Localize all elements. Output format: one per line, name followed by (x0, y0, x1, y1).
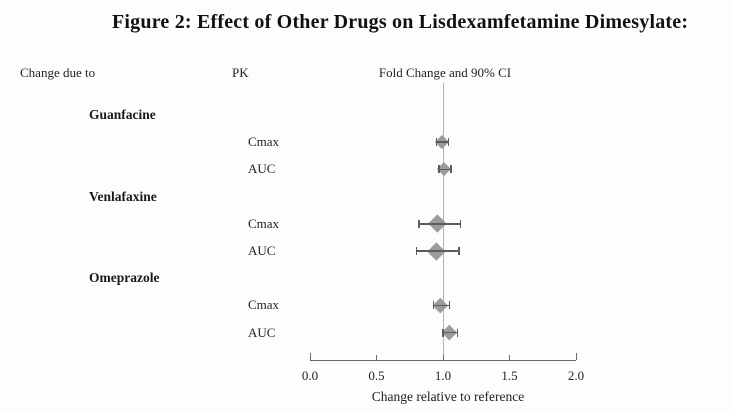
ci-line (416, 250, 459, 252)
x-axis-tick (309, 352, 311, 360)
drug-label: Guanfacine (89, 107, 156, 122)
ci-cap-left (415, 247, 418, 255)
x-axis-tick (575, 352, 577, 360)
pk-label: AUC (248, 324, 276, 340)
ci-cap-left (432, 301, 435, 310)
ci-line (433, 304, 450, 307)
ci-line (443, 331, 458, 334)
x-axis-line (310, 359, 576, 361)
figure-title: Figure 2: Effect of Other Drugs on Lisde… (112, 11, 689, 33)
drug-label: Omeprazole (89, 270, 160, 286)
column-header-change-due-to: Change due to (20, 65, 96, 80)
ci-cap-right (447, 138, 450, 147)
column-header-pk: PK (232, 65, 249, 80)
ci-cap-left (438, 165, 440, 174)
ci-cap-right (456, 328, 459, 337)
ci-cap-left (418, 219, 420, 228)
x-axis-tick-label: 1.5 (501, 367, 518, 383)
ci-cap-right (448, 301, 451, 310)
ci-cap-right (459, 219, 462, 228)
pk-label: Cmax (248, 297, 280, 313)
x-axis-tick-label: 0.5 (368, 367, 385, 383)
ci-line (419, 223, 461, 225)
ci-line (436, 141, 449, 143)
pk-label: Cmax (248, 134, 280, 150)
ci-line (439, 168, 451, 171)
x-axis-title: Change relative to reference (371, 389, 525, 404)
column-header-fold-change-ci: Fold Change and 90% CI (378, 65, 512, 80)
ci-cap-right (450, 165, 452, 174)
ci-cap-left (435, 138, 438, 147)
pk-label: AUC (248, 243, 276, 258)
x-axis-tick-label: 2.0 (567, 367, 585, 383)
pk-label: Cmax (248, 215, 280, 231)
drug-label: Venlafaxine (89, 188, 157, 204)
ci-cap-right (458, 247, 460, 255)
x-axis-tick (509, 354, 510, 360)
pk-label: AUC (248, 161, 276, 177)
x-axis-tick-label: 1.0 (434, 367, 452, 383)
x-axis-tick (442, 354, 444, 360)
x-axis-tick-label: 0.0 (301, 367, 319, 383)
x-axis-tick (376, 354, 377, 360)
ci-cap-left (442, 328, 444, 337)
